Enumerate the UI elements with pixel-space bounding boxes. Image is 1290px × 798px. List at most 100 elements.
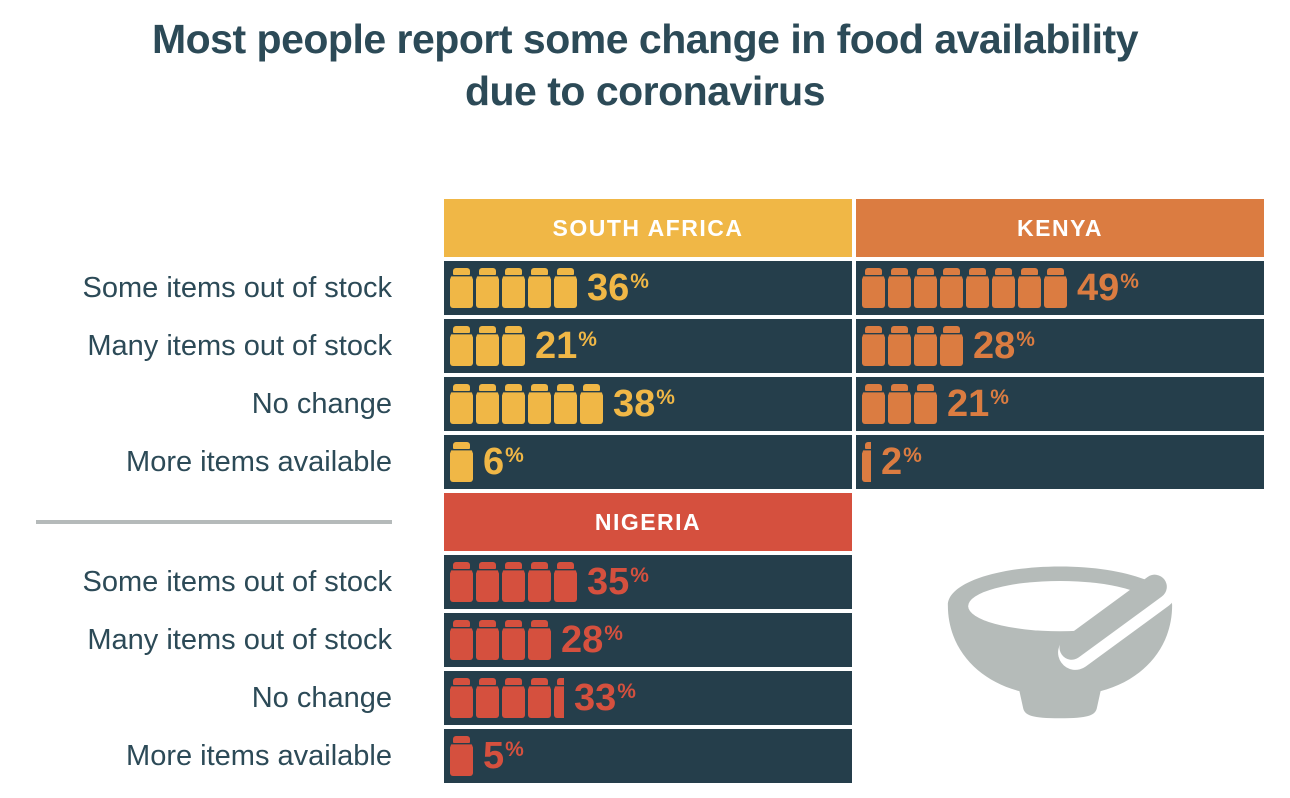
value-number: 2 [881,441,903,484]
jar-icon-group [450,326,525,367]
food-jar-icon [862,326,885,367]
jar-icon-group [862,268,1067,309]
row-label: Some items out of stock [82,271,392,304]
percent-sign: % [630,270,649,294]
percent-sign: % [1120,270,1139,294]
percent-sign: % [903,444,922,468]
percent-sign: % [578,328,597,352]
label-column-spacer [0,199,440,257]
value-label: 38% [613,385,675,423]
bottom-country-panels: Some items out of stock Many items out of… [0,493,1290,784]
bowl-with-spoon-icon [947,566,1177,719]
jar-icon-group [450,736,473,777]
pictogram-row: 28% [856,319,1264,374]
jar-icon-group [450,268,577,309]
food-jar-icon [450,442,473,483]
panel-nigeria: NIGERIA 35% 28% 33% 5% [444,493,852,784]
food-jar-icon [528,620,551,661]
country-header: SOUTH AFRICA [444,199,852,258]
food-jar-icon [528,562,551,603]
food-jar-icon [502,384,525,425]
percent-sign: % [505,444,524,468]
row-label: More items available [126,445,392,478]
pictogram-row: 38% [444,377,852,432]
value-number: 28 [561,619,604,662]
jar-icon-group [862,326,963,367]
value-label: 28% [561,621,623,659]
value-label: 28% [973,327,1035,365]
food-jar-icon [580,384,603,425]
panel-kenya: KENYA 49% 28% 21% 2% [856,199,1264,490]
food-jar-icon [450,736,473,777]
food-jar-icon [992,268,1015,309]
food-jar-icon [862,384,885,425]
food-jar-icon [502,678,525,719]
value-number: 21 [535,325,578,368]
value-label: 2% [881,443,922,481]
jar-icon-group [450,620,551,661]
row-labels-bottom: Some items out of stock Many items out of… [0,493,440,783]
food-jar-icon [476,678,499,719]
row-label: No change [251,387,392,420]
row-label: More items available [126,739,392,772]
food-jar-icon [940,268,963,309]
jar-icon-group [450,384,603,425]
food-jar-icon [888,268,911,309]
value-label: 36% [587,269,649,307]
percent-sign: % [990,386,1009,410]
food-jar-icon [502,562,525,603]
food-jar-icon [914,268,937,309]
pictogram-row: 2% [856,435,1264,490]
percent-sign: % [604,622,623,646]
food-jar-icon [554,384,577,425]
food-jar-icon [476,384,499,425]
jar-icon-group [862,442,871,483]
jar-icon-group [450,562,577,603]
pictogram-row: 6% [444,435,852,490]
food-jar-icon [862,442,871,483]
value-number: 35 [587,561,630,604]
value-number: 21 [947,383,990,426]
value-number: 5 [483,735,505,778]
jar-icon-group [450,442,473,483]
pictogram-row: 33% [444,671,852,726]
value-label: 21% [535,327,597,365]
value-number: 28 [973,325,1016,368]
food-jar-icon [476,562,499,603]
pictogram-row: 49% [856,261,1264,316]
value-number: 33 [574,677,617,720]
food-jar-icon [476,620,499,661]
food-jar-icon [914,326,937,367]
pictogram-row: 35% [444,555,852,610]
food-jar-icon [914,384,937,425]
value-label: 35% [587,563,649,601]
row-label: Some items out of stock [82,565,392,598]
row-labels-top: Some items out of stock Many items out of… [0,199,440,489]
food-jar-icon [1018,268,1041,309]
food-jar-icon [502,620,525,661]
value-number: 49 [1077,267,1120,310]
pictogram-row: 21% [444,319,852,374]
food-jar-icon [862,268,885,309]
value-label: 33% [574,679,636,717]
percent-sign: % [505,738,524,762]
chart-title-line2: due to coronavirus [464,67,826,114]
percent-sign: % [656,386,675,410]
jar-icon-group [450,678,564,719]
country-header: NIGERIA [444,493,852,552]
value-label: 49% [1077,269,1139,307]
food-jar-icon [450,268,473,309]
jar-icon-group [862,384,937,425]
food-jar-icon [528,678,551,719]
pictogram-row: 21% [856,377,1264,432]
value-label: 6% [483,443,524,481]
food-jar-icon [1044,268,1067,309]
pictogram-row: 28% [444,613,852,668]
food-jar-icon [450,326,473,367]
food-jar-icon [476,326,499,367]
row-label: Many items out of stock [87,329,392,362]
food-jar-icon [888,384,911,425]
food-jar-icon [966,268,989,309]
pictogram-row: 36% [444,261,852,316]
food-jar-icon [554,268,577,309]
